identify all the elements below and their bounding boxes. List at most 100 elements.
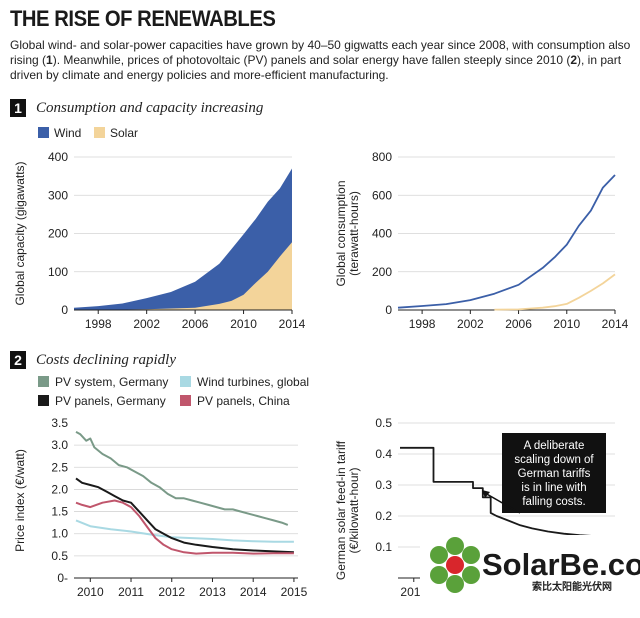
- y-tick-label: 200: [372, 265, 392, 279]
- x-tick-label: 1998: [409, 317, 436, 331]
- y-tick-label: 3.0: [51, 438, 68, 452]
- x-tick-label: 2015: [281, 585, 308, 599]
- x-tick-label: 2006: [182, 317, 209, 331]
- x-tick-label: 2006: [505, 317, 532, 331]
- x-tick-label: 2002: [457, 317, 484, 331]
- logo-subtitle: 索比太阳能光伏网: [532, 580, 612, 593]
- series-line-pv_panels_china: [75, 499, 294, 555]
- legend-swatch: [38, 395, 49, 406]
- series-line-wind_turbines_global: [75, 519, 294, 543]
- y-axis-label: Global consumption(terawatt-hours): [334, 180, 361, 286]
- legend-swatch: [180, 395, 191, 406]
- y-axis-label: Global capacity (gigawatts): [13, 161, 27, 305]
- annotation-text-line: A deliberate: [524, 440, 585, 452]
- intro-paragraph: Global wind- and solar-power capacities …: [10, 38, 632, 83]
- intro-text: ). Meanwhile, prices of photovoltaic (PV…: [52, 53, 571, 67]
- legend-prices: PV system, Germany Wind turbines, global P…: [38, 375, 309, 408]
- series-line-pv_panels_germany: [75, 477, 294, 554]
- chart-consumption: 0 200 400 600 800 1998 2002 2006 2010 2014 Global …: [334, 150, 629, 331]
- legend-capacity: Wind Solar: [38, 126, 138, 140]
- series-area-solar: [74, 242, 292, 310]
- annotation-pointer: [484, 492, 521, 514]
- series-line-solar: [494, 273, 616, 311]
- x-tick-label: 2012: [158, 585, 185, 599]
- y-tick-label: 600: [372, 188, 392, 202]
- legend-label: Wind turbines, global: [197, 375, 309, 389]
- section-title: Costs declining rapidly: [36, 351, 176, 368]
- y-tick-label: 0: [385, 303, 392, 317]
- section-title: Consumption and capacity increasing: [36, 99, 264, 116]
- section-number: 2: [10, 351, 26, 369]
- y-axis-label: Price index (€/watt): [13, 449, 27, 552]
- y-axis-label: German solar feed-in tariff(€/kilowatt-h…: [334, 440, 361, 580]
- logo-text: SolarBe.com: [482, 547, 640, 582]
- page-title: THE RISE OF RENEWABLES: [10, 6, 276, 31]
- legend-label: PV panels, Germany: [55, 394, 166, 408]
- intro-text: ), in part driven by climate and energy …: [10, 53, 622, 82]
- y-tick-label: 200: [48, 227, 68, 241]
- series-line-pv_system_germany: [75, 431, 289, 526]
- x-tick-label: 2013: [199, 585, 226, 599]
- series-area-wind: [74, 168, 292, 310]
- annotation-text-line: is in line with: [521, 482, 586, 494]
- intro-ref-number: 1: [46, 53, 53, 67]
- x-tick-label: 2011: [118, 585, 144, 599]
- y-tick-label: 2.0: [51, 482, 68, 496]
- annotation-arrowhead: [482, 490, 490, 498]
- y-tick-label: 400: [48, 150, 68, 164]
- x-tick-label: 1998: [85, 317, 112, 331]
- y-axis-label-line: (terawatt-hours): [347, 191, 361, 276]
- annotation-text-line: falling costs.: [522, 496, 585, 508]
- x-tick-label: 2002: [133, 317, 160, 331]
- annotation-text-line: German tariffs: [518, 468, 591, 480]
- y-tick-label: 800: [372, 150, 392, 164]
- x-tick-label: 2010: [77, 585, 104, 599]
- y-tick-label: 300: [48, 188, 68, 202]
- intro-ref-number: 2: [570, 53, 578, 67]
- chart-prices: 0- 0.5 1.0 1.5 2.0 2.5 3.0 3.5 2010 2011 2012 2013 2…: [13, 416, 308, 599]
- section-header-1: 1 Consumption and capacity increasing: [10, 97, 263, 119]
- y-tick-label: 0.4: [375, 447, 392, 461]
- legend-swatch: [180, 376, 191, 387]
- x-tick-label: 2014: [279, 317, 306, 331]
- legend-label-wind: Wind: [54, 126, 81, 140]
- y-tick-label: 3.5: [51, 416, 68, 430]
- legend-label-solar: Solar: [110, 126, 138, 140]
- legend-label: PV panels, China: [197, 394, 290, 408]
- y-tick-label: 0.5: [375, 416, 392, 430]
- y-tick-label: 2.5: [51, 460, 68, 474]
- x-tick-label: 2010: [553, 317, 580, 331]
- legend-label: PV system, Germany: [55, 375, 168, 389]
- x-tick-label: 2014: [602, 317, 629, 331]
- legend-swatch-wind: [38, 127, 49, 138]
- y-tick-label: 1.5: [51, 505, 68, 519]
- annotation-box: [502, 433, 606, 513]
- y-axis-label-line: Global consumption: [334, 180, 348, 286]
- y-tick-label: 0.1: [375, 540, 392, 554]
- series-line-wind: [397, 174, 616, 309]
- y-tick-label: 0: [61, 303, 68, 317]
- solarbe-logo: SolarBe.com 索比太阳能光伏网: [420, 535, 640, 618]
- y-tick-label: 400: [372, 227, 392, 241]
- y-tick-label: 1.0: [51, 527, 68, 541]
- x-tick-label: 2014: [240, 585, 267, 599]
- y-tick-label: 0.3: [375, 478, 392, 492]
- section-header-2: 2 Costs declining rapidly: [10, 349, 176, 371]
- y-axis-label-line: German solar feed-in tariff: [334, 440, 348, 580]
- annotation-text-line: scaling down of: [514, 454, 594, 466]
- y-axis-label-line: (€/kilowatt-hour): [347, 467, 361, 553]
- y-tick-label: 0.2: [375, 509, 392, 523]
- series-line-tariff: [400, 446, 612, 538]
- y-tick-label: 100: [48, 265, 68, 279]
- tariff-annotation: A deliberate scaling down of German tariff…: [482, 433, 606, 514]
- chart-capacity: 0 100 200 300 400 1998 2002 2006 2010 2014 Global …: [13, 150, 306, 331]
- legend-swatch-solar: [94, 127, 105, 138]
- y-tick-label: 0-: [57, 571, 68, 585]
- flower-icon: [430, 537, 480, 593]
- legend-swatch: [38, 376, 49, 387]
- y-tick-label: 0.5: [51, 549, 68, 563]
- intro-text: Global wind- and solar-power capacities …: [10, 38, 631, 67]
- x-tick-label: 2010: [230, 317, 257, 331]
- section-number: 1: [10, 99, 26, 117]
